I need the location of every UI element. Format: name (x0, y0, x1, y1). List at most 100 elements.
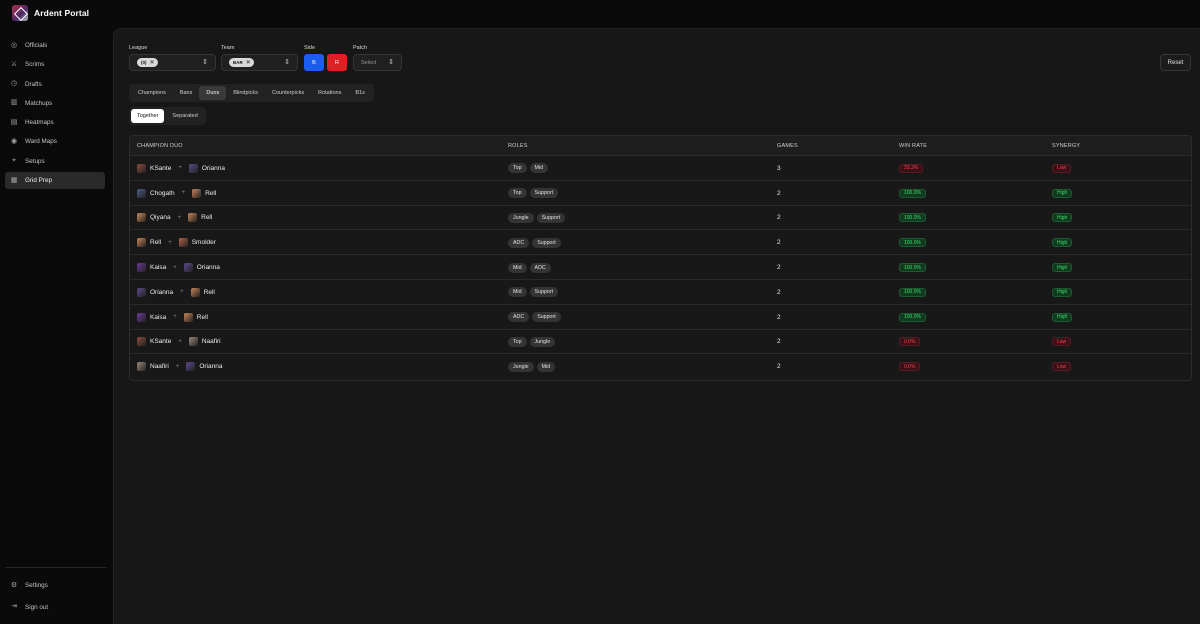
header-champion-duo[interactable]: CHAMPION DUO (137, 143, 183, 149)
champion-duo-cell: Orianna + Rell (137, 280, 215, 305)
champion-1[interactable]: Kaisa (137, 312, 166, 322)
tab-counterpicks[interactable]: Counterpicks (271, 90, 305, 96)
subtab-together[interactable]: Together (131, 109, 165, 123)
synergy-cell: High (1052, 255, 1073, 280)
tab-blindpicks[interactable]: Blindpicks (233, 90, 258, 96)
table-row[interactable]: Chogath + Rell Top Support 2 100.0% High (130, 181, 1191, 206)
synergy-badge: High (1052, 238, 1073, 248)
tab-b1s[interactable]: B1s (355, 90, 365, 96)
champion-1[interactable]: Chogath (137, 188, 175, 198)
champion-1[interactable]: Naafiri (137, 362, 169, 372)
table-row[interactable]: Rell + Smolder ADC Support 2 100.0% High (130, 230, 1191, 256)
patch-select[interactable]: Select ⇕ (353, 54, 402, 71)
table-row[interactable]: Orianna + Rell Mid Support 2 100.0% High (130, 280, 1191, 305)
roles-cell: Jungle Support (508, 206, 566, 231)
sidebar-item-ward-maps[interactable]: ◉ Ward Maps (5, 133, 105, 150)
tab-champions[interactable]: Champions (138, 90, 166, 96)
subtab-separated[interactable]: Separated (172, 113, 198, 119)
clock-icon: ◷ (10, 80, 18, 88)
win-rate-cell: 100.0% (899, 181, 926, 206)
sidebar-item-label: Scrims (25, 61, 45, 69)
side-red-button[interactable]: R (327, 54, 347, 71)
champion-1[interactable]: Kaisa (137, 263, 166, 273)
table-row[interactable]: KSante + Orianna Top Mid 3 33.3% Low (130, 156, 1191, 181)
champion-2[interactable]: Rell (190, 287, 215, 297)
synergy-cell: High (1052, 181, 1073, 206)
role-badge: ADC (508, 312, 530, 323)
header-roles[interactable]: ROLES (508, 143, 528, 149)
sidebar-item-setups[interactable]: ⌖ Setups (5, 153, 105, 170)
champion-name: Orianna (150, 288, 174, 296)
sidebar-item-grid-prep[interactable]: ▦ Grid Prep (5, 172, 105, 190)
champion-2[interactable]: Rell (192, 188, 216, 198)
win-rate-cell: 0.0% (899, 330, 921, 355)
league-filter: League (0) ✕ ⇕ (129, 45, 216, 71)
champion-name: Naafiri (150, 363, 169, 371)
reset-button[interactable]: Reset (1160, 54, 1191, 71)
table-row[interactable]: Kaisa + Orianna Mid ADC 2 100.0% High (130, 255, 1191, 280)
champion-avatar (188, 337, 198, 347)
champion-1[interactable]: Orianna (137, 287, 174, 297)
sidebar-item-sign-out[interactable]: ⇥ Sign out (5, 599, 105, 616)
champion-avatar (186, 362, 196, 372)
sidebar-item-label: Matchups (25, 99, 53, 107)
games-cell: 2 (777, 288, 781, 296)
roles-cell: Jungle Mid (508, 354, 556, 379)
champion-avatar (183, 312, 193, 322)
league-select[interactable]: (0) ✕ ⇕ (129, 54, 216, 71)
role-badge: Jungle (508, 361, 534, 372)
header-synergy[interactable]: SYNERGY (1052, 143, 1081, 149)
champion-name: Smolder (191, 239, 216, 247)
close-icon[interactable]: ✕ (245, 60, 251, 66)
table-row[interactable]: Naafiri + Orianna Jungle Mid 2 0.0% Low (130, 354, 1191, 379)
table-header: CHAMPION DUO ROLES GAMES WIN RATE SYNERG… (130, 136, 1191, 156)
champion-1[interactable]: KSante (137, 163, 171, 173)
champion-avatar (137, 188, 146, 198)
table-row[interactable]: Qiyana + Rell Jungle Support 2 100.0% High (130, 206, 1191, 231)
sidebar-nav: ◎ Officials ⚔ Scrims ◷ Drafts ▥ Matchups ▤ Heatma… (5, 37, 105, 191)
header-games[interactable]: GAMES (777, 143, 798, 149)
champion-2[interactable]: Naafiri (188, 337, 221, 347)
synergy-badge: Low (1052, 163, 1072, 173)
table-row[interactable]: KSante + Naafiri Top Jungle 2 0.0% Low (130, 330, 1191, 355)
chevron-updown-icon: ⇕ (202, 59, 208, 66)
roles-cell: Top Jungle (508, 330, 556, 355)
sidebar-item-officials[interactable]: ◎ Officials (5, 37, 105, 54)
champion-2[interactable]: Smolder (178, 238, 216, 248)
duo-mode-tabs: Together Separated (129, 107, 206, 125)
tab-duos[interactable]: Duos (199, 86, 227, 100)
champion-2[interactable]: Rell (183, 312, 208, 322)
roles-cell: ADC Support (508, 305, 561, 330)
chevron-updown-icon: ⇕ (284, 59, 290, 66)
champion-1[interactable]: Rell (137, 238, 161, 248)
table-row[interactable]: Kaisa + Rell ADC Support 2 100.0% High (130, 305, 1191, 330)
role-badge: Jungle (508, 212, 534, 223)
sidebar-item-matchups[interactable]: ▥ Matchups (5, 95, 105, 112)
brand-name: Ardent Portal (34, 8, 90, 18)
close-icon[interactable]: ✕ (149, 60, 155, 66)
champion-duo-cell: KSante + Naafiri (137, 330, 221, 355)
win-rate-badge: 33.3% (899, 163, 924, 173)
header-win-rate[interactable]: WIN RATE (899, 143, 928, 149)
win-rate-cell: 0.0% (899, 354, 921, 379)
champion-1[interactable]: Qiyana (137, 213, 171, 223)
brand[interactable]: Ardent Portal (12, 4, 89, 22)
win-rate-badge: 100.0% (899, 238, 926, 248)
tab-rotations[interactable]: Rotations (318, 90, 342, 96)
champion-2[interactable]: Orianna (183, 263, 220, 273)
champion-avatar (137, 287, 146, 297)
win-rate-badge: 100.0% (899, 263, 926, 273)
champion-2[interactable]: Orianna (186, 362, 222, 372)
team-select[interactable]: BAR ✕ ⇕ (221, 54, 298, 71)
sidebar-item-heatmaps[interactable]: ▤ Heatmaps (5, 114, 105, 131)
role-badge: Jungle (529, 336, 556, 347)
champion-1[interactable]: KSante (137, 337, 171, 347)
sidebar-item-label: Ward Maps (25, 138, 57, 146)
champion-2[interactable]: Orianna (188, 163, 225, 173)
side-blue-button[interactable]: B (304, 54, 324, 71)
sidebar-item-settings[interactable]: ⚙ Settings (5, 577, 105, 594)
sidebar-item-scrims[interactable]: ⚔ Scrims (5, 56, 105, 73)
tab-bans[interactable]: Bans (179, 90, 193, 96)
sidebar-item-drafts[interactable]: ◷ Drafts (5, 76, 105, 93)
champion-2[interactable]: Rell (188, 213, 212, 223)
